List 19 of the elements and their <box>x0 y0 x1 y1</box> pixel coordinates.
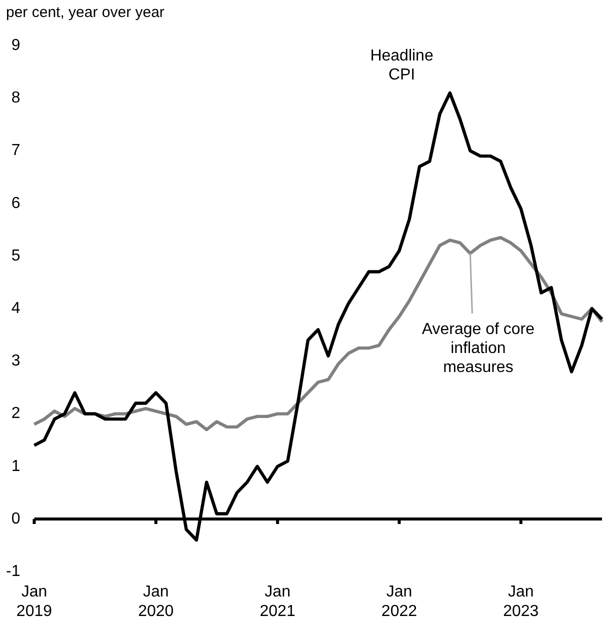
y-tick-label: -1 <box>6 563 20 580</box>
y-tick-label: 9 <box>11 37 20 54</box>
x-tick-label: Jan 2023 <box>503 584 539 620</box>
y-tick-label: 7 <box>11 142 20 160</box>
y-tick-label: 3 <box>11 352 20 370</box>
x-tick-label: Jan 2019 <box>16 584 52 620</box>
x-tick-label: Jan 2022 <box>381 584 418 620</box>
y-tick-label: 5 <box>11 247 20 264</box>
series-label: Average of core inflation measures <box>422 320 535 376</box>
series-label: Headline CPI <box>370 47 434 84</box>
y-tick-label: 8 <box>11 90 20 107</box>
y-tick-label: 4 <box>11 300 20 318</box>
y-axis-title: per cent, year over year <box>6 4 164 21</box>
x-tick-label: Jan 2020 <box>138 584 174 620</box>
y-tick-label: 1 <box>11 458 20 475</box>
y-tick-label: 2 <box>11 405 20 422</box>
y-tick-label: 0 <box>11 510 20 528</box>
y-tick-label: 6 <box>11 194 20 212</box>
x-tick-label: Jan 2021 <box>260 584 296 620</box>
